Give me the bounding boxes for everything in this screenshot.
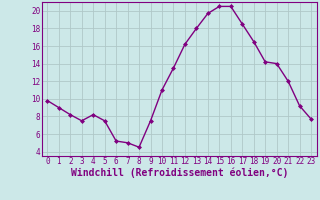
X-axis label: Windchill (Refroidissement éolien,°C): Windchill (Refroidissement éolien,°C) xyxy=(70,168,288,178)
